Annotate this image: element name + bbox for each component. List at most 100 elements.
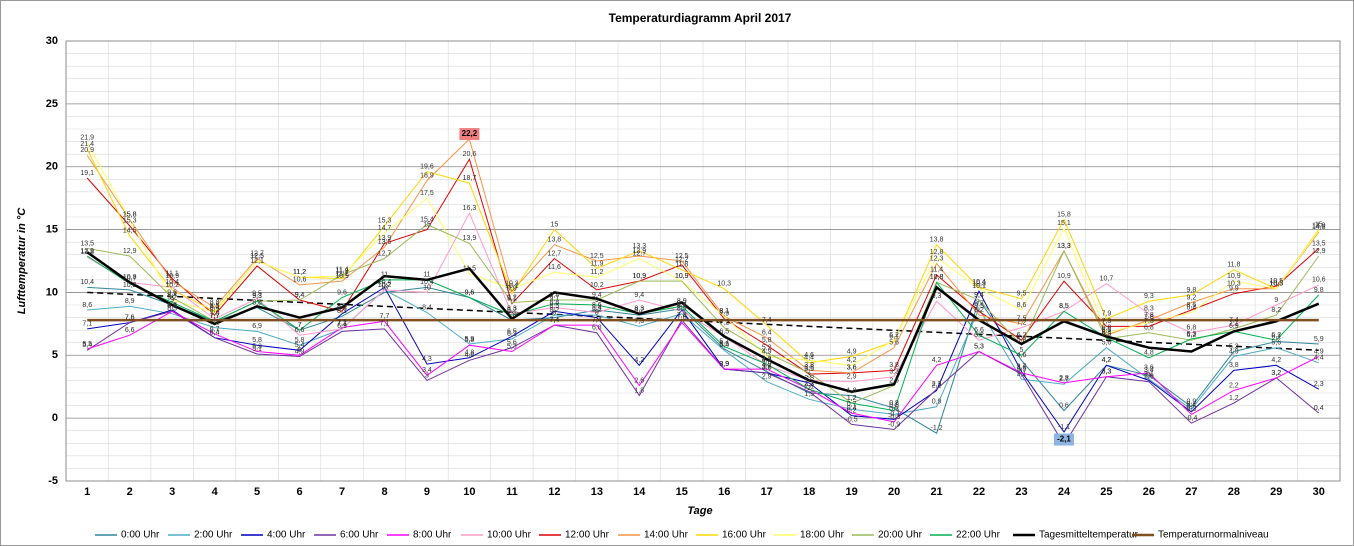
data-label: 11,8 — [1227, 262, 1240, 269]
data-label: 7,9 — [1102, 311, 1112, 318]
series-line — [86, 310, 1320, 446]
data-label: 10,5 — [1269, 278, 1283, 285]
x-axis-title: Tage — [687, 505, 712, 517]
data-label: 5,8 — [1017, 337, 1027, 344]
legend-label: Tagesmitteltemperatur — [1039, 530, 1139, 541]
series-line — [87, 289, 1319, 415]
data-label: 8 — [552, 309, 556, 316]
data-label: 5,8 — [252, 337, 262, 344]
data-label: 19,1 — [80, 170, 94, 177]
data-label: 9,2 — [507, 294, 517, 301]
data-label: 12,9 — [123, 248, 137, 255]
data-label: 8,5 — [337, 303, 347, 310]
extreme-label-box — [1053, 433, 1074, 446]
data-label: 4,2 — [932, 357, 942, 364]
data-label: 10,2 — [165, 282, 179, 289]
data-label: 15,3 — [378, 218, 392, 225]
data-label: 5,3 — [1229, 343, 1239, 350]
data-label: 6,2 — [889, 332, 899, 339]
x-tick-label: 21 — [930, 486, 942, 498]
data-label: 8,8 — [549, 299, 559, 306]
x-tick-label: 4 — [212, 486, 219, 498]
legend-label: 2:00 Uhr — [194, 530, 233, 541]
data-label: 20,9 — [80, 147, 94, 154]
data-label: 3,8 — [1229, 362, 1239, 369]
data-label: 11,4 — [930, 267, 943, 274]
data-label: 6,5 — [719, 328, 729, 335]
data-label: 5,8 — [465, 337, 475, 344]
data-label: 10,8 — [930, 274, 944, 281]
x-tick-label: 2 — [127, 486, 133, 498]
data-label: 7,4 — [762, 317, 772, 324]
plot-frame — [65, 40, 1341, 482]
data-label: 8 — [595, 309, 599, 316]
data-label: 5,6 — [507, 340, 517, 347]
x-tick-label: 14 — [633, 486, 646, 498]
data-label: 10,9 — [335, 273, 349, 280]
data-label: 12,2 — [675, 257, 689, 264]
data-label: 9,3 — [252, 293, 262, 300]
data-label: 10,9 — [675, 273, 689, 280]
data-label: 2,3 — [804, 381, 814, 388]
data-label: 4,2 — [1102, 357, 1112, 364]
data-label: 7,1 — [1229, 321, 1239, 328]
x-tick-label: 23 — [1015, 486, 1027, 498]
data-label: 8,5 — [167, 303, 177, 310]
data-label: 6,4 — [210, 330, 220, 337]
data-label: 9,1 — [549, 296, 559, 303]
data-label: 2,6 — [634, 377, 644, 384]
data-label: 18,7 — [463, 175, 477, 182]
data-label: 7,6 — [125, 314, 135, 321]
data-label: 4,3 — [762, 356, 772, 363]
data-label: 7,7 — [210, 313, 220, 320]
data-label: 13,9 — [463, 235, 477, 242]
data-label: 9,3 — [1144, 293, 1154, 300]
data-label: 10,4 — [165, 279, 179, 286]
data-label: 12,5 — [250, 253, 264, 260]
data-label: 11,6 — [548, 264, 561, 271]
data-label: 7,3 — [634, 318, 644, 325]
series-line — [86, 138, 1320, 374]
data-label: 7,1 — [337, 321, 347, 328]
x-tick-label: 1 — [84, 486, 90, 498]
data-label: 15 — [550, 221, 558, 228]
data-label: 8,5 — [974, 303, 984, 310]
x-tick-label: 16 — [718, 486, 730, 498]
data-label: 10 — [381, 284, 389, 291]
data-label: 10,3 — [1269, 281, 1283, 288]
data-label: 2,6 — [889, 377, 899, 384]
data-label: 3,6 — [1144, 365, 1154, 372]
data-label: 9,9 — [1229, 286, 1239, 293]
data-label: 6,6 — [125, 327, 135, 334]
data-label: 6,4 — [210, 330, 220, 337]
data-label: 7,2 — [210, 319, 220, 326]
data-label: 7,4 — [592, 317, 602, 324]
data-label: 1,8 — [847, 387, 857, 394]
data-label: 10,2 — [590, 282, 604, 289]
data-label: 0,3 — [1186, 406, 1196, 413]
data-label: 7,8 — [507, 312, 517, 319]
data-label: 10,2 — [123, 282, 137, 289]
data-label: 8,5 — [677, 303, 687, 310]
data-label: 6,6 — [974, 327, 984, 334]
data-label: 16,3 — [463, 205, 477, 212]
data-label: 3,1 — [1017, 371, 1027, 378]
data-label: 22,2 — [462, 129, 478, 138]
data-label: 6,3 — [507, 331, 517, 338]
data-label: 21,4 — [80, 141, 94, 148]
data-label: 4,8 — [465, 350, 475, 357]
data-label: 9,5 — [252, 291, 262, 298]
data-label: 9,4 — [974, 292, 984, 299]
data-label: 6,9 — [252, 323, 262, 330]
data-label: 0,6 — [1059, 402, 1069, 409]
x-tick-label: 8 — [381, 486, 387, 498]
data-label: 5 — [298, 347, 302, 354]
data-label: 21,9 — [80, 135, 94, 142]
data-label: -1,2 — [931, 425, 943, 432]
data-label: 8,1 — [719, 308, 729, 315]
data-label: 3,8 — [804, 362, 814, 369]
x-tick-label: 26 — [1143, 486, 1155, 498]
chart-title: Temperaturdiagramm April 2017 — [609, 11, 792, 25]
x-tick-label: 17 — [761, 486, 773, 498]
data-label: 6,2 — [1186, 332, 1196, 339]
